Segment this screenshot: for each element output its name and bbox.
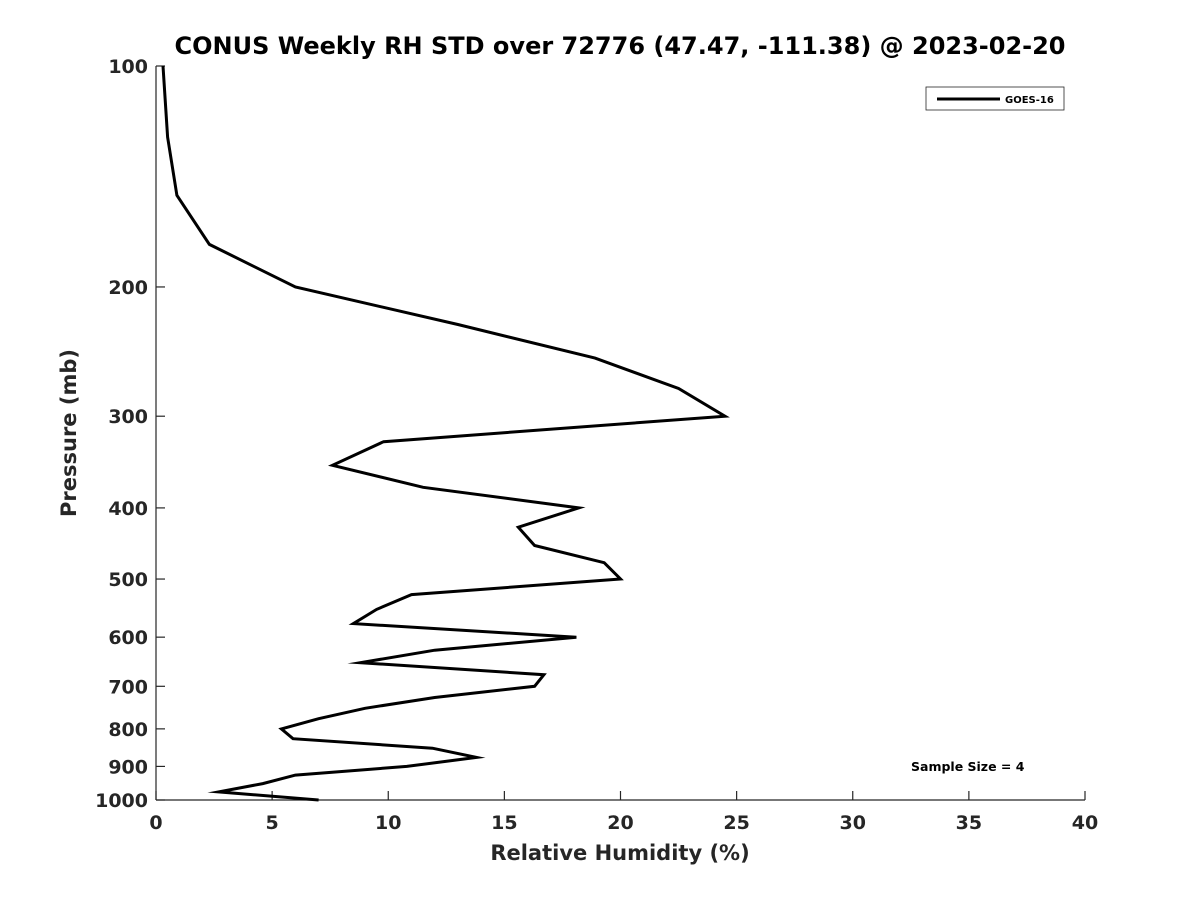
x-tick-label: 25 (723, 812, 749, 834)
y-axis-label: Pressure (mb) (57, 349, 81, 517)
x-tick-label: 20 (607, 812, 633, 834)
y-tick-label: 400 (108, 498, 148, 520)
y-ticks: 100 200 300 400 500 600 700 800 900 1000 (95, 56, 165, 812)
x-tick-label: 15 (491, 812, 517, 834)
x-ticks: 0 5 10 15 20 25 30 35 40 (149, 791, 1098, 834)
y-tick-label: 200 (108, 277, 148, 299)
series-line-goes-16 (161, 65, 730, 802)
x-tick-label: 10 (375, 812, 401, 834)
series-layer (161, 65, 730, 802)
plot-area: 0 5 10 15 20 25 30 35 40 100 200 300 400 500 600 700 80… (95, 56, 1098, 834)
y-tick-label: 800 (108, 719, 148, 741)
x-tick-label: 35 (956, 812, 982, 834)
x-tick-label: 5 (266, 812, 279, 834)
y-tick-label: 100 (108, 56, 148, 78)
chart-title: CONUS Weekly RH STD over 72776 (47.47, -… (174, 32, 1065, 60)
y-tick-label: 900 (108, 756, 148, 778)
legend: GOES-16 (925, 86, 1065, 111)
x-axis-label: Relative Humidity (%) (490, 841, 749, 865)
x-tick-label: 40 (1072, 812, 1098, 834)
x-tick-label: 30 (840, 812, 866, 834)
y-tick-label: 300 (108, 406, 148, 428)
y-tick-label: 600 (108, 627, 148, 649)
x-tick-label: 0 (149, 812, 162, 834)
legend-entry-goes-16: GOES-16 (1005, 95, 1054, 106)
y-tick-label: 500 (108, 569, 148, 591)
y-tick-label: 700 (108, 676, 148, 698)
y-tick-label: 1000 (95, 790, 148, 812)
sample-size-annotation: Sample Size = 4 (911, 759, 1025, 774)
